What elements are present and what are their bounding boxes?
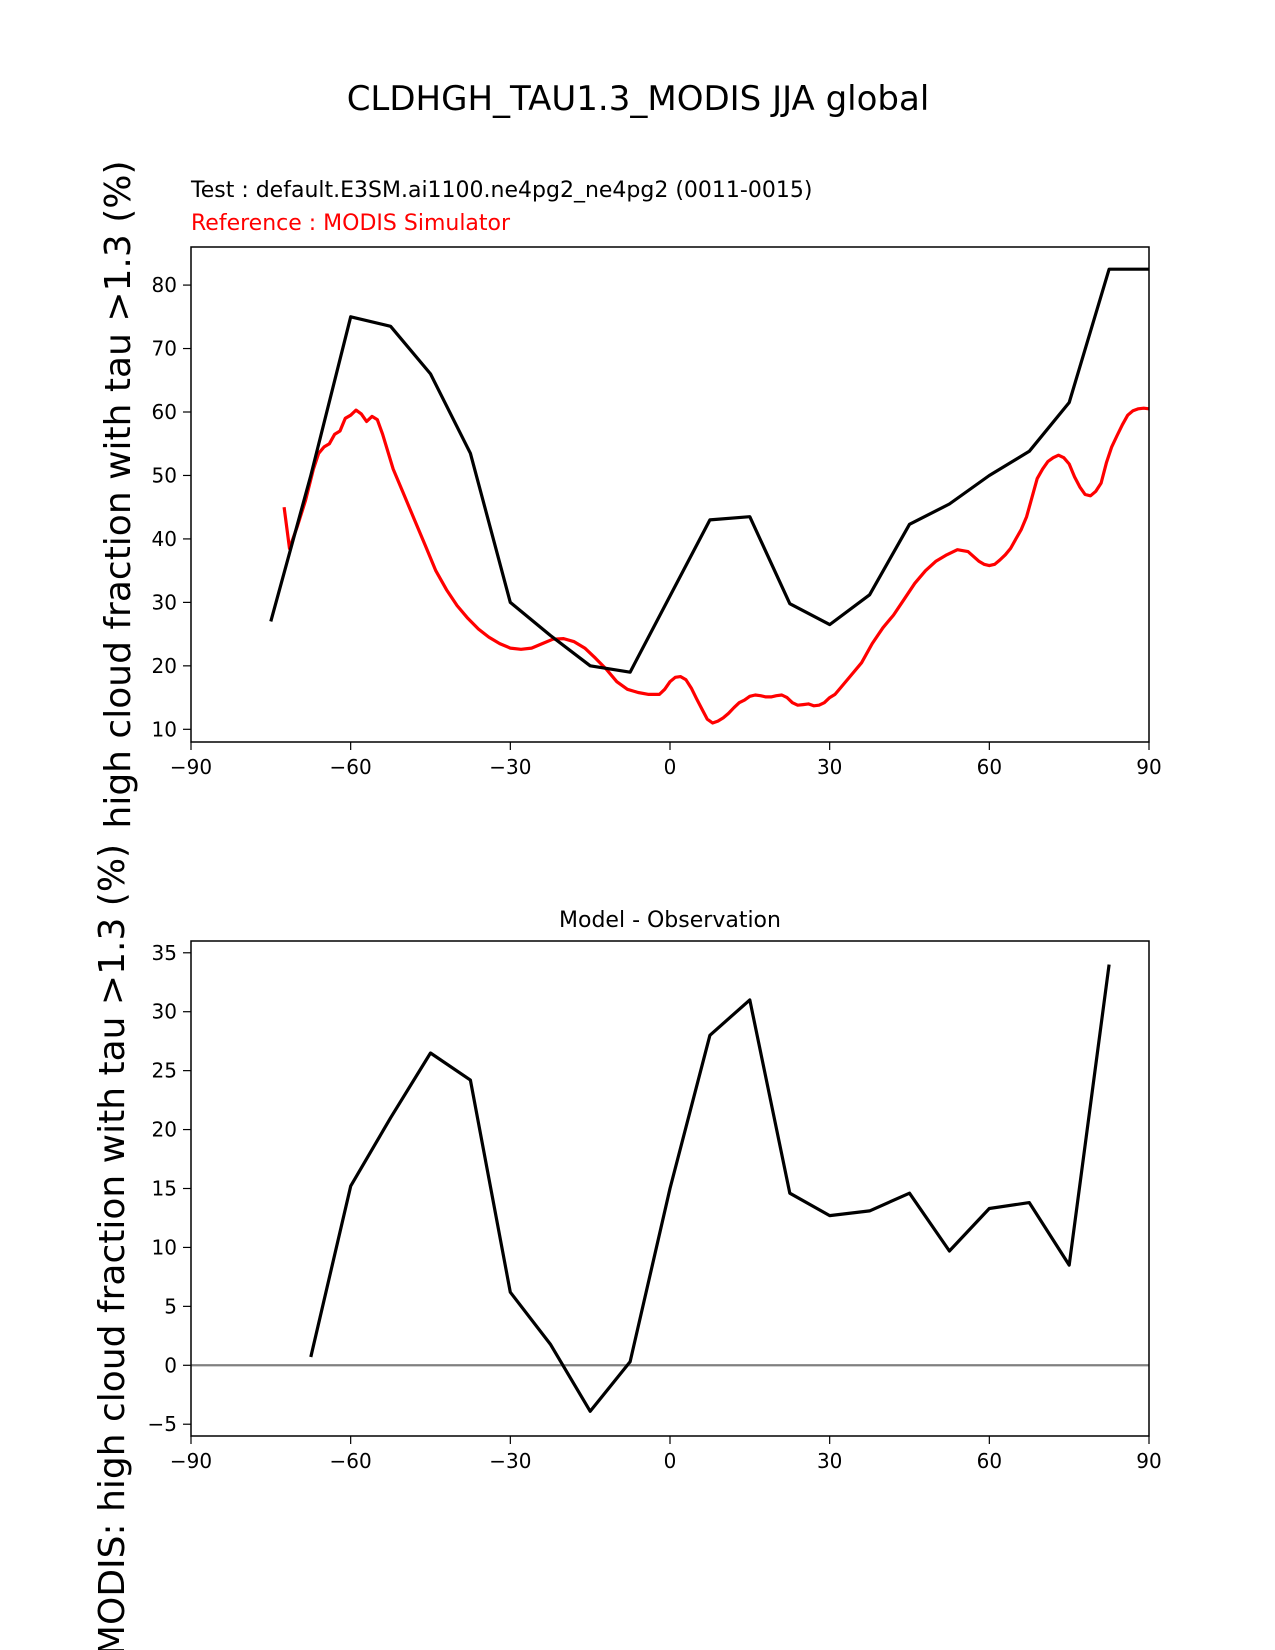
figure-suptitle: CLDHGH_TAU1.3_MODIS JJA global (347, 79, 930, 119)
bottom-xtick-label: −60 (330, 1449, 372, 1473)
top-ylabel: high cloud fraction with tau >1.3 (%) (98, 160, 139, 828)
reference-label: Reference : MODIS Simulator (191, 211, 511, 236)
top-ytick-label: 70 (152, 337, 177, 361)
bottom-ytick-label: 35 (152, 941, 177, 965)
top-xtick-label: 30 (817, 755, 842, 779)
bottom-xtick-label: 60 (977, 1449, 1002, 1473)
bottom-ytick-label: 15 (152, 1177, 177, 1201)
bottom-xtick-label: 0 (664, 1449, 677, 1473)
bottom-ytick-label: 20 (152, 1118, 177, 1142)
bottom-ytick-label: 0 (164, 1353, 177, 1377)
top-test-line (269, 267, 1149, 674)
top-ytick-label: 50 (152, 463, 177, 487)
bottom-ytick-label: 10 (152, 1235, 177, 1259)
bottom-ytick-label: −5 (148, 1412, 177, 1436)
bottom-ytick-label: 5 (164, 1294, 177, 1318)
bottom-ytick-label: 30 (152, 1000, 177, 1024)
top-reference-line (282, 406, 1150, 725)
top-xtick-label: 0 (664, 755, 677, 779)
top-ytick-label: 20 (152, 654, 177, 678)
top-ytick-label: 10 (152, 717, 177, 741)
top-xtick-label: −60 (330, 755, 372, 779)
top-axes: −90 −60 −30 0 30 60 90 10 20 30 40 50 60 70 80 (152, 273, 1162, 779)
bottom-title: Model - Observation (559, 908, 781, 933)
bottom-xtick-label: −90 (170, 1449, 212, 1473)
top-xtick-label: −30 (489, 755, 531, 779)
bottom-xtick-label: 30 (817, 1449, 842, 1473)
bottom-xtick-label: 90 (1136, 1449, 1161, 1473)
top-xtick-label: 60 (977, 755, 1002, 779)
top-ytick-label: 60 (152, 400, 177, 424)
test-label: Test : default.E3SM.ai1100.ne4pg2_ne4pg2… (190, 178, 812, 203)
bottom-plot-frame (190, 940, 1150, 1437)
top-xtick-label: −90 (170, 755, 212, 779)
bottom-difference-line (309, 964, 1111, 1413)
bottom-axes: −90 −60 −30 0 30 60 90 −5 0 5 10 15 20 25 30 35 (148, 941, 1162, 1473)
top-ytick-label: 30 (152, 590, 177, 614)
bottom-series (191, 964, 1149, 1413)
bottom-xtick-label: −30 (489, 1449, 531, 1473)
top-ytick-label: 40 (152, 527, 177, 551)
top-series (269, 267, 1150, 725)
top-xtick-label: 90 (1136, 755, 1161, 779)
top-panel: Test : default.E3SM.ai1100.ne4pg2_ne4pg2… (98, 160, 1162, 828)
top-plot-frame (190, 246, 1150, 743)
bottom-ylabel: MODIS: high cloud fraction with tau >1.3… (92, 844, 133, 1650)
bottom-ytick-label: 25 (152, 1059, 177, 1083)
top-ytick-label: 80 (152, 273, 177, 297)
bottom-panel: Model - Observation −90 −60 −30 0 30 60 90 −5 0 5… (92, 844, 1162, 1650)
